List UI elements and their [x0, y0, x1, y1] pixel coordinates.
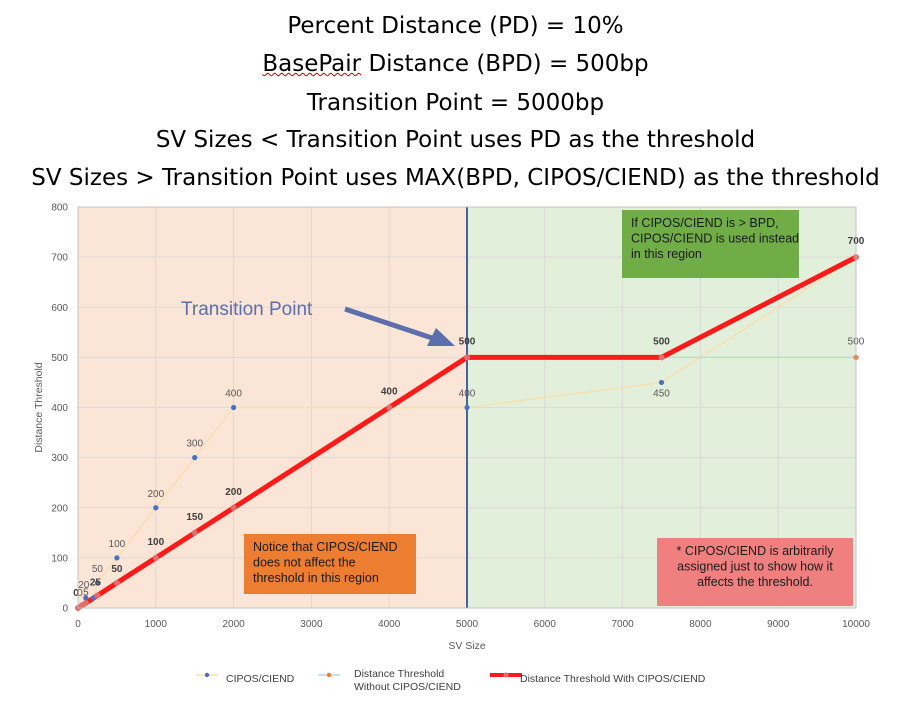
x-tick-label: 1000: [145, 619, 168, 630]
point-with: [82, 599, 89, 606]
y-tick-label: 200: [51, 503, 68, 514]
data-label-with: 500: [653, 336, 670, 347]
legend-label-with: Distance Threshold With CIPOS/CIEND: [520, 673, 706, 685]
plot-frame: [77, 206, 857, 609]
right-note-box: [622, 210, 799, 278]
data-label-with: 0: [73, 588, 79, 599]
y-tick-label: 600: [51, 303, 68, 314]
footnote-note-text: assigned just to show how it: [677, 560, 833, 574]
transition-arrow-shaft: [344, 306, 433, 341]
data-label-with: 150: [186, 512, 203, 523]
footnote-note-box: [657, 538, 853, 606]
x-tick-label: 9000: [767, 619, 790, 630]
x-tick-label: 7000: [611, 619, 634, 630]
data-label-with: 25: [90, 577, 102, 588]
heading-line-3: Transition Point = 5000bp: [306, 90, 605, 116]
data-label-with: 400: [381, 387, 398, 398]
point-cipos: [94, 580, 101, 586]
heading-line-2-rest: Distance (BPD) = 500bp: [361, 51, 649, 77]
y-axis-title: Distance Threshold: [33, 362, 45, 452]
point-with: [113, 579, 120, 586]
point-cipos: [658, 379, 665, 386]
y-tick-label: 400: [51, 403, 68, 414]
transition-arrow-head: [427, 328, 455, 346]
legend-swatch-without: [318, 672, 340, 678]
point-cipos: [192, 455, 198, 461]
data-label-with: 200: [225, 487, 242, 498]
point-cipos: [114, 555, 120, 561]
data-label-with: 100: [147, 537, 164, 548]
point-cipos: [153, 505, 159, 511]
right-note-text: in this region: [631, 247, 702, 261]
y-tick-label: 0: [62, 604, 68, 615]
footnote-note-text: affects the threshold.: [697, 575, 813, 589]
data-label-cipos: 200: [147, 489, 164, 500]
y-tick-label: 100: [51, 553, 68, 564]
y-tick-label: 700: [51, 253, 68, 264]
legend-label-cipos: CIPOS/CIEND: [226, 673, 295, 685]
point-with: [191, 529, 198, 536]
data-label-cipos: 20: [78, 580, 90, 591]
data-label-cipos: 100: [109, 539, 126, 550]
right-note-text: If CIPOS/CIEND is > BPD,: [631, 216, 779, 230]
point-cipos: [464, 404, 470, 411]
data-label-cipos: 50: [92, 564, 104, 575]
left-note-text: Notice that CIPOS/CIEND: [253, 540, 398, 554]
data-label-cipos: 300: [186, 439, 203, 450]
left-note-box: [244, 534, 416, 594]
x-tick-label: 10000: [842, 619, 870, 630]
heading-line-2-word: BasePair: [262, 51, 362, 77]
x-tick-label: 4000: [378, 619, 401, 630]
heading-line-2: BasePair Distance (BPD) = 500bp: [0, 45, 911, 83]
heading-line-5: SV Sizes > Transition Point uses MAX(BPD…: [31, 165, 880, 191]
point-with: [230, 504, 237, 511]
x-tick-label: 5000: [456, 619, 479, 630]
y-tick-label: 800: [51, 203, 68, 214]
data-label-cipos: 450: [653, 388, 670, 399]
y-tick-label: 500: [51, 353, 68, 364]
heading-line-4: SV Sizes < Transition Point uses PD as t…: [155, 127, 756, 153]
point-cipos: [231, 404, 237, 411]
data-label-cipos: 0: [77, 588, 83, 599]
point-with: [94, 592, 101, 599]
left-note-text: threshold in this region: [253, 571, 379, 585]
x-tick-label: 8000: [689, 619, 712, 630]
x-tick-label: 2000: [222, 619, 245, 630]
x-tick-label: 6000: [534, 619, 557, 630]
point-cipos: [83, 595, 89, 601]
legend-swatch-cipos: [196, 672, 218, 678]
y-tick-label: 300: [51, 453, 68, 464]
data-label-cipos: 400: [225, 389, 242, 400]
data-label-with: 500: [459, 336, 476, 347]
point-with: [386, 404, 393, 411]
point-with: [464, 354, 470, 361]
data-label-cipos: 400: [459, 389, 476, 400]
data-label-cipos: 5: [83, 587, 89, 598]
transition-label: Transition Point: [181, 299, 313, 320]
point-with: [152, 554, 159, 561]
right-note-text: CIPOS/CIEND is used instead: [631, 232, 799, 246]
footnote-note-text: * CIPOS/CIEND is arbitrarily: [677, 544, 835, 558]
data-label-with: 50: [111, 564, 123, 575]
point-with: [658, 354, 665, 361]
x-tick-label: 3000: [300, 619, 323, 630]
legend-label-without: Distance Threshold Without CIPOS/CIEND: [354, 668, 461, 693]
legend-swatch-with: [490, 672, 522, 678]
x-tick-label: 0: [75, 619, 81, 630]
heading-line-1: Percent Distance (PD) = 10%: [287, 13, 624, 39]
left-note-text: does not affect the: [253, 556, 356, 570]
x-axis-title: SV Size: [448, 640, 486, 652]
